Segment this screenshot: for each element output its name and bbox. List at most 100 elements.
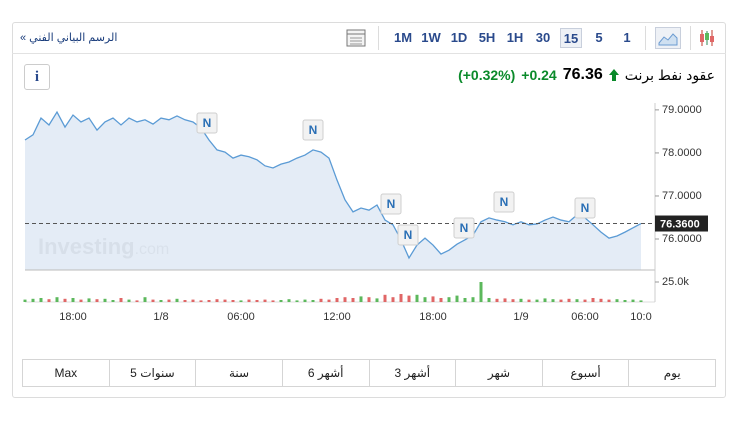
volume-bar [575, 299, 579, 302]
range-button[interactable]: 5 سنوات [110, 360, 197, 386]
quote-header: عقود نفط برنت 76.36 +0.24 (+0.32%) [458, 64, 715, 86]
volume-bar [559, 299, 563, 302]
volume-bar [367, 297, 371, 302]
news-marker-box [453, 217, 475, 239]
volume-bar [199, 300, 203, 302]
volume-bar [599, 298, 603, 302]
instrument-title: عقود نفط برنت [624, 66, 715, 83]
volume-bar [271, 300, 275, 302]
volume-bar [455, 295, 459, 302]
range-button[interactable]: 3 أشهر [370, 360, 457, 386]
interval-button[interactable]: 1 [623, 30, 631, 45]
volume-bar [543, 298, 547, 302]
volume-tick-label: 25.0k [662, 276, 689, 288]
table-icon[interactable] [346, 29, 366, 47]
interval-button[interactable]: 15 [560, 28, 582, 48]
volume-bar [503, 298, 507, 302]
news-marker[interactable]: N [574, 197, 596, 219]
interval-button[interactable]: 1M [393, 30, 413, 45]
volume-bar [631, 299, 635, 302]
volume-bar [263, 299, 267, 302]
candlestick-icon[interactable] [697, 28, 717, 48]
volume-bar [623, 300, 627, 302]
volume-bar [71, 298, 75, 302]
volume-bar [231, 300, 235, 302]
volume-bar [287, 299, 291, 302]
news-marker-box [397, 224, 419, 246]
range-button[interactable]: يوم [663, 366, 681, 380]
current-price-label: 76.3600 [660, 218, 700, 230]
news-marker-label: N [309, 123, 318, 137]
x-tick-label: 18:00 [419, 311, 447, 323]
volume-bar [407, 295, 411, 302]
volume-bar [191, 299, 195, 302]
info-button[interactable]: i [24, 64, 50, 90]
interval-button[interactable]: 30 [535, 30, 551, 45]
volume-bar [55, 297, 59, 302]
volume-bar [583, 299, 587, 302]
volume-bar [343, 297, 347, 302]
volume-bar [63, 298, 67, 302]
area-chart-icon[interactable] [655, 27, 681, 49]
volume-bar [431, 296, 435, 302]
volume-bar [551, 299, 555, 302]
volume-bar [207, 300, 211, 302]
range-button[interactable]: 6 أشهر [283, 360, 370, 386]
news-marker[interactable]: N [380, 193, 402, 215]
volume-bar [519, 298, 523, 302]
volume-bar [591, 298, 595, 302]
volume-bar [439, 298, 443, 302]
technical-chart-link[interactable]: الرسم البياني الفني » [20, 32, 118, 44]
volume-bar [391, 297, 395, 302]
news-marker-label: N [203, 116, 212, 130]
volume-bar [143, 297, 147, 302]
news-marker[interactable]: N [493, 191, 515, 213]
range-button[interactable]: شهر [456, 360, 543, 386]
x-tick-label: 18:00 [59, 311, 87, 323]
news-marker[interactable]: N [397, 224, 419, 246]
volume-bar [327, 299, 331, 302]
volume-bar [415, 294, 419, 302]
news-marker[interactable]: N [453, 217, 475, 239]
volume-bar [487, 298, 491, 302]
news-marker[interactable]: N [196, 112, 218, 134]
interval-button[interactable]: 1H [506, 30, 524, 45]
volume-bar [167, 299, 171, 302]
news-marker-box [196, 112, 218, 134]
volume-bar [255, 300, 259, 302]
range-button[interactable]: Max [23, 360, 110, 386]
volume-bar [383, 294, 387, 302]
widget-frame [12, 22, 726, 398]
volume-bar [527, 299, 531, 302]
interval-button[interactable]: 1D [450, 30, 468, 45]
volume-bar [479, 282, 483, 302]
x-tick-label: 1/8 [153, 311, 168, 323]
x-tick-label: 12:00 [323, 311, 351, 323]
news-marker[interactable]: N [302, 119, 324, 141]
interval-button[interactable]: 5 [595, 30, 603, 45]
volume-bar [239, 300, 243, 302]
volume-bar [279, 300, 283, 302]
y-tick-label: 76.0000 [662, 233, 702, 245]
last-price: 76.36 [562, 66, 603, 83]
volume-bar [175, 298, 179, 302]
volume-bar [103, 298, 107, 302]
volume-bar [399, 294, 403, 302]
range-button[interactable]: أسبوع [543, 360, 630, 386]
current-price-box [655, 215, 708, 232]
separator [690, 26, 691, 50]
news-marker-label: N [581, 201, 590, 215]
range-button[interactable]: سنة [196, 360, 283, 386]
volume-bar [511, 299, 515, 302]
volume-bar [247, 299, 251, 302]
interval-button[interactable]: 1W [421, 30, 441, 45]
news-marker-label: N [387, 197, 396, 211]
volume-bar [359, 296, 363, 302]
news-marker-box [493, 191, 515, 213]
interval-button[interactable]: 5H [478, 30, 496, 45]
news-marker-label: N [500, 195, 509, 209]
volume-bar [223, 299, 227, 302]
change-percent: (+0.32%) [458, 67, 516, 83]
toolbar [12, 22, 726, 54]
volume-bar [495, 298, 499, 302]
